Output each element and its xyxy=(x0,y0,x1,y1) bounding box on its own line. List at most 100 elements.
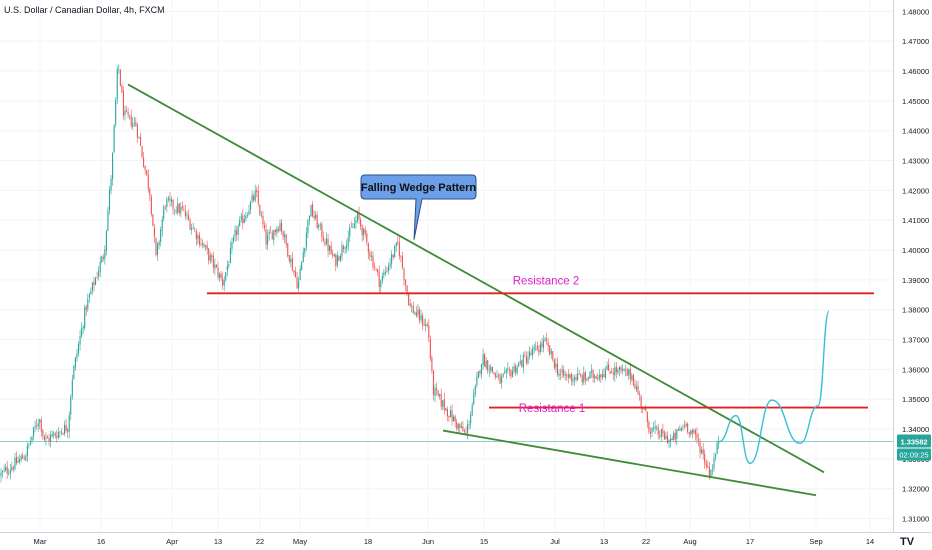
candle-body xyxy=(115,99,117,125)
candle-body xyxy=(615,366,617,373)
candle-body xyxy=(256,190,258,193)
candle-body xyxy=(688,431,690,435)
candle-body xyxy=(191,227,193,230)
candle xyxy=(508,366,510,377)
candle-body xyxy=(601,374,603,378)
candle xyxy=(405,279,407,292)
candle-body xyxy=(226,266,228,271)
candle xyxy=(635,381,638,393)
candle xyxy=(541,338,543,353)
candle-body xyxy=(422,315,424,326)
candle xyxy=(694,428,696,441)
y-tick-label: 1.47000 xyxy=(902,37,929,46)
candle-body xyxy=(502,374,504,377)
candle xyxy=(65,418,67,433)
candle xyxy=(139,132,142,147)
candle-body xyxy=(511,370,514,377)
candle xyxy=(312,201,314,218)
candle-body xyxy=(5,467,7,471)
candle-body xyxy=(133,121,135,123)
candle xyxy=(245,211,247,222)
candle xyxy=(586,377,588,382)
candle xyxy=(119,69,121,87)
candle xyxy=(194,226,196,233)
candle xyxy=(5,463,7,472)
candle xyxy=(498,372,500,381)
candle-body xyxy=(208,248,210,261)
candle-body xyxy=(124,110,126,116)
candle-body xyxy=(674,432,676,440)
candle xyxy=(618,366,620,377)
candle-body xyxy=(206,244,208,250)
candle-body xyxy=(589,371,591,379)
candle xyxy=(518,361,520,368)
candle xyxy=(276,225,278,238)
candle xyxy=(291,252,293,272)
candle xyxy=(263,221,266,232)
candle xyxy=(487,359,489,374)
candle xyxy=(431,355,433,374)
candle-body xyxy=(625,369,627,371)
candle-body xyxy=(519,361,521,364)
candle-body xyxy=(620,367,622,371)
candle xyxy=(77,341,80,357)
candle-body xyxy=(298,281,300,288)
candle xyxy=(237,223,239,241)
candle xyxy=(535,341,537,352)
candle xyxy=(313,210,315,221)
candle-body xyxy=(119,69,121,86)
candle xyxy=(169,192,171,208)
candle-body xyxy=(200,243,202,245)
candle-body xyxy=(604,369,607,378)
candle-body xyxy=(634,384,636,389)
candle xyxy=(479,369,481,377)
candle xyxy=(211,253,213,263)
candle-body xyxy=(417,310,419,315)
candle-body xyxy=(656,426,658,428)
candle xyxy=(649,427,651,440)
candle-body xyxy=(347,237,349,246)
candle-body xyxy=(51,434,53,437)
candle-body xyxy=(524,356,526,357)
candle-body xyxy=(6,466,8,474)
y-tick-label: 1.38000 xyxy=(902,306,929,315)
candle-body xyxy=(367,243,369,253)
candle-body xyxy=(702,448,704,455)
candle xyxy=(699,438,701,459)
candle xyxy=(436,382,438,396)
y-tick-label: 1.32000 xyxy=(902,485,929,494)
candle xyxy=(496,370,498,378)
candle-body xyxy=(248,210,250,216)
candle-body xyxy=(174,209,176,211)
candle xyxy=(265,223,267,250)
candle xyxy=(439,393,441,400)
candle xyxy=(632,373,634,387)
candle-body xyxy=(598,374,600,380)
candle-body xyxy=(242,215,244,224)
candle-body xyxy=(600,374,602,378)
candle-body xyxy=(48,438,50,442)
candle xyxy=(451,404,453,426)
candle-body xyxy=(508,368,510,371)
candle xyxy=(231,237,233,254)
candle-body xyxy=(635,386,638,390)
candle xyxy=(646,411,648,428)
candle-body xyxy=(163,206,165,219)
candle xyxy=(191,223,193,235)
tradingview-logo-icon[interactable]: TV xyxy=(900,536,915,548)
candle xyxy=(228,261,230,269)
candle xyxy=(40,416,42,437)
candle-body xyxy=(646,411,648,423)
candle xyxy=(615,362,617,379)
candle xyxy=(346,239,348,253)
candle xyxy=(381,272,383,284)
candle xyxy=(711,464,713,476)
candle xyxy=(333,253,335,258)
candle-body xyxy=(108,189,111,211)
candle xyxy=(592,368,594,383)
candle-body xyxy=(175,211,177,213)
projection-path xyxy=(718,310,830,465)
candle-body xyxy=(434,387,436,396)
x-tick-label: May xyxy=(293,537,307,546)
